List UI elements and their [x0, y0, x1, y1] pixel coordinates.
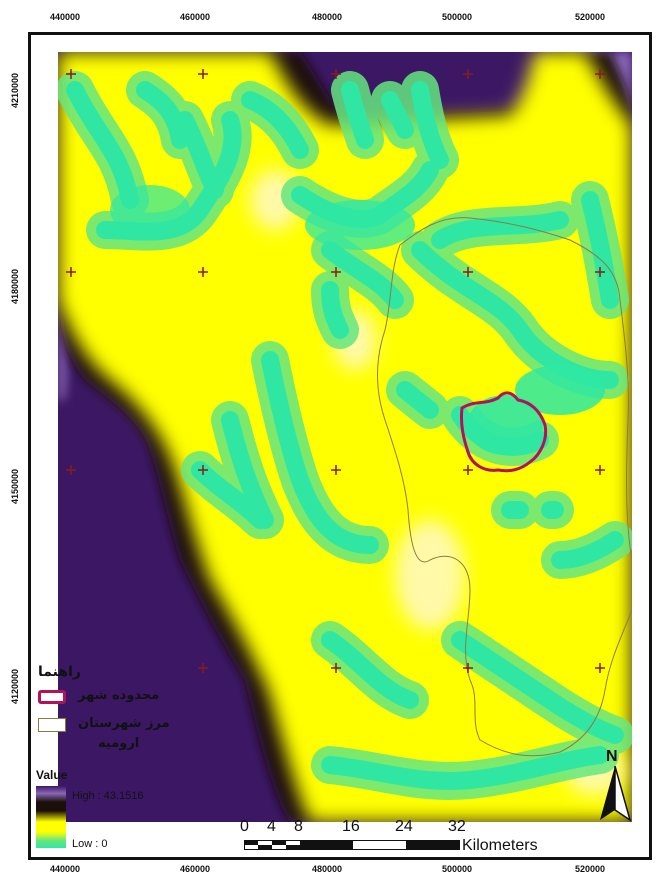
x-tick-bottom-2: 460000	[180, 864, 211, 874]
x-tick-top-1: 440000	[50, 12, 81, 22]
graticule-crosses	[66, 69, 605, 673]
y-tick-1: 4210000	[10, 72, 20, 108]
value-color-ramp	[36, 786, 66, 848]
y-tick-4: 4120000	[10, 668, 20, 704]
x-tick-top-2: 460000	[180, 12, 211, 22]
scale-label-8: 8	[294, 818, 303, 835]
scale-label-4: 4	[267, 818, 276, 835]
county-border-label: مرز شهرستان	[78, 716, 170, 731]
scale-label-16: 16	[342, 818, 360, 835]
map-canvas[interactable]	[58, 52, 632, 822]
x-tick-bottom-5: 520000	[575, 864, 606, 874]
legend-title: راهنما	[38, 664, 81, 680]
x-tick-bottom-1: 440000	[50, 864, 81, 874]
high-value-label: High : 43.1516	[72, 790, 144, 802]
x-tick-bottom-4: 500000	[442, 864, 473, 874]
scale-label-24: 24	[395, 818, 413, 835]
cyan-patches	[110, 185, 605, 455]
y-tick-3: 4150000	[10, 468, 20, 504]
x-tick-top-3: 480000	[312, 12, 343, 22]
county-border	[377, 217, 632, 757]
scale-label-32: 32	[448, 818, 466, 835]
value-legend-title: Value	[36, 768, 68, 782]
raster-map	[58, 52, 632, 822]
x-tick-bottom-3: 480000	[312, 864, 343, 874]
county-name-label: ارومیه	[98, 736, 140, 751]
scale-label-0: 0	[240, 818, 249, 835]
legend-panel: راهنما محدوده شهر مرز شهرستان ارومیه	[32, 660, 182, 755]
city-boundary-swatch	[38, 690, 66, 704]
city-boundary	[460, 391, 548, 473]
low-value-label: Low : 0	[72, 838, 108, 850]
county-border-swatch	[38, 718, 66, 732]
y-tick-2: 4180000	[10, 268, 20, 304]
x-tick-top-5: 520000	[575, 12, 606, 22]
north-arrow: N	[598, 748, 632, 822]
city-boundary-label: محدوده شهر	[78, 688, 160, 703]
scale-bar	[244, 840, 460, 852]
north-label: N	[606, 748, 618, 765]
scale-unit-label: Kilometers	[462, 837, 538, 854]
x-tick-top-4: 500000	[442, 12, 473, 22]
north-arrow-icon	[600, 766, 632, 822]
pale-zones	[250, 170, 625, 795]
